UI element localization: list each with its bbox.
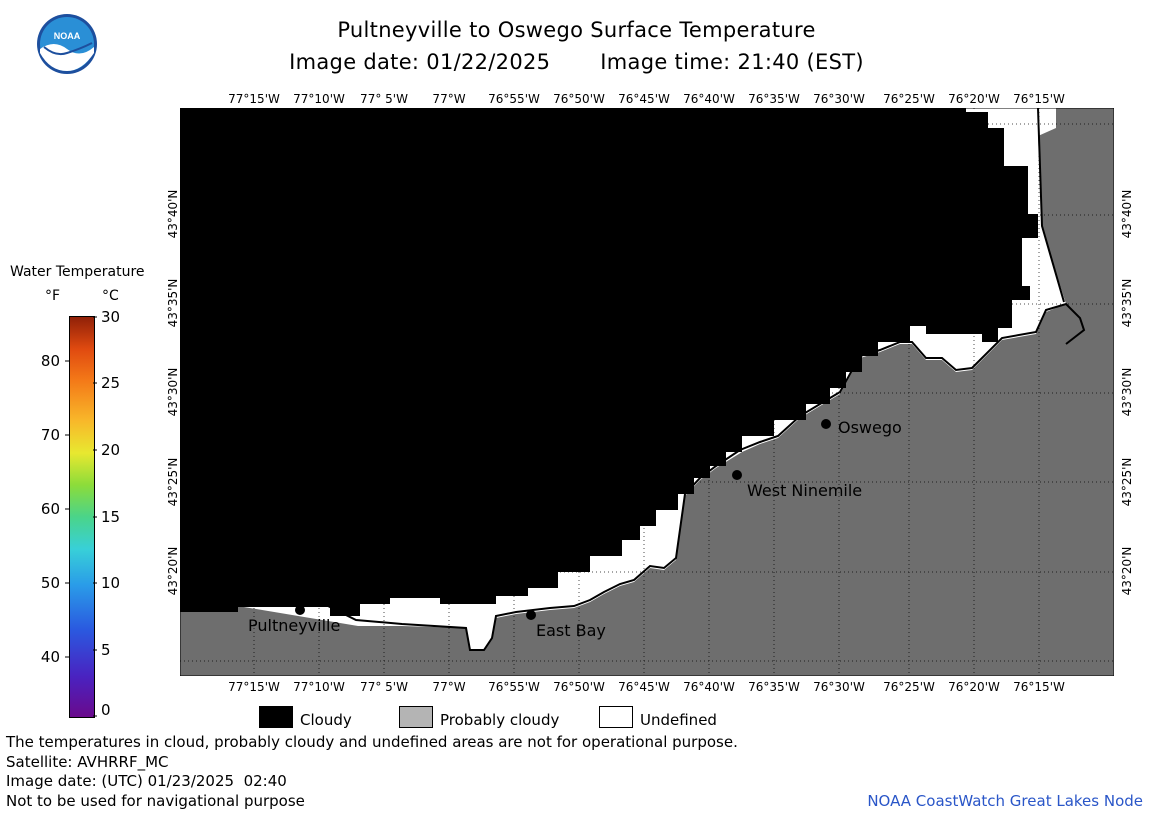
c-tick-label: 0 <box>101 701 111 719</box>
west-ninemile-marker <box>732 470 742 480</box>
legend-cloudy-label: Cloudy <box>300 711 352 729</box>
image-datetime: Image date: 01/22/2025 Image time: 21:40… <box>0 50 1153 74</box>
logo-text: NOAA <box>54 31 81 41</box>
lat-label: 43°20'N <box>1120 546 1134 596</box>
lon-label: 76°40'W <box>683 92 735 106</box>
colorbar-unit-c: °C <box>102 288 119 304</box>
lat-label: 43°30'N <box>1120 367 1134 417</box>
lon-label: 76°25'W <box>883 680 935 694</box>
lon-label: 76°40'W <box>683 680 735 694</box>
lon-label: 76°20'W <box>948 680 1000 694</box>
cloudy-area <box>180 108 1038 616</box>
lon-label: 76°30'W <box>813 680 865 694</box>
lon-label: 76°20'W <box>948 92 1000 106</box>
place-label-east-bay: East Bay <box>536 621 606 640</box>
lon-label: 76°50'W <box>553 680 605 694</box>
satellite-info: Satellite: AVHRRF_MC <box>6 753 169 771</box>
f-tick-label: 60 <box>40 500 60 518</box>
lon-label: 76°35'W <box>748 92 800 106</box>
lon-label: 76°15'W <box>1013 92 1065 106</box>
lat-label: 43°25'N <box>1120 457 1134 507</box>
map-panel <box>179 107 1115 677</box>
image-date: Image date: 01/22/2025 <box>289 50 551 74</box>
f-tick-label: 50 <box>40 574 60 592</box>
lon-label: 76°50'W <box>553 92 605 106</box>
lon-label: 77°W <box>432 680 466 694</box>
lat-label: 43°35'N <box>166 278 180 328</box>
c-tick-label: 15 <box>101 508 121 526</box>
place-label-pultneyville: Pultneyville <box>248 616 341 635</box>
lon-label: 77°W <box>432 92 466 106</box>
lon-label: 76°35'W <box>748 680 800 694</box>
lon-label: 77° 5'W <box>360 92 408 106</box>
colorbar-unit-f: °F <box>45 288 61 304</box>
lon-label: 77°15'W <box>228 92 280 106</box>
disclaimer-note: The temperatures in cloud, probably clou… <box>6 733 738 751</box>
navigation-warning: Not to be used for navigational purpose <box>6 792 305 810</box>
f-tick-label: 40 <box>40 648 60 666</box>
f-tick-label: 70 <box>40 426 60 444</box>
east-bay-marker <box>526 610 536 620</box>
lon-label: 76°55'W <box>488 92 540 106</box>
image-time: Image time: 21:40 (EST) <box>600 50 864 74</box>
lat-label: 43°20'N <box>166 546 180 596</box>
c-tick-label: 10 <box>101 574 121 592</box>
c-tick-label: 25 <box>101 374 121 392</box>
page-title: Pultneyville to Oswego Surface Temperatu… <box>337 18 816 42</box>
legend-undefined-label: Undefined <box>640 711 717 729</box>
graticule <box>180 108 1114 676</box>
place-label-west-ninemile: West Ninemile <box>747 481 863 500</box>
lon-label: 76°15'W <box>1013 680 1065 694</box>
lon-label: 77° 5'W <box>360 680 408 694</box>
c-tick-label: 5 <box>101 641 111 659</box>
lon-label: 76°45'W <box>618 92 670 106</box>
noaa-logo: NOAA <box>36 13 98 75</box>
lon-label: 77°15'W <box>228 680 280 694</box>
lon-label: 77°10'W <box>293 680 345 694</box>
lat-label: 43°40'N <box>1120 189 1134 239</box>
legend-undefined-swatch <box>599 706 633 728</box>
colorbar-ticks <box>65 316 97 717</box>
colorbar-title: Water Temperature <box>10 264 145 280</box>
lat-label: 43°35'N <box>1120 278 1134 328</box>
legend-cloudy-swatch <box>259 706 293 728</box>
oswego-marker <box>821 419 831 429</box>
credit-link[interactable]: NOAA CoastWatch Great Lakes Node <box>867 792 1143 810</box>
pultneyville-marker <box>295 605 305 615</box>
legend-probably-cloudy-label: Probably cloudy <box>440 711 560 729</box>
c-tick-label: 20 <box>101 441 121 459</box>
utc-image-date: Image date: (UTC) 01/23/2025 02:40 <box>6 772 287 790</box>
lat-label: 43°30'N <box>166 367 180 417</box>
map-svg <box>179 107 1115 677</box>
lat-label: 43°40'N <box>166 189 180 239</box>
lon-label: 76°30'W <box>813 92 865 106</box>
lon-label: 77°10'W <box>293 92 345 106</box>
lon-label: 76°45'W <box>618 680 670 694</box>
c-tick-label: 30 <box>101 308 121 326</box>
lon-label: 76°25'W <box>883 92 935 106</box>
coastline <box>179 302 1086 651</box>
f-tick-label: 80 <box>40 352 60 370</box>
place-label-oswego: Oswego <box>838 418 902 437</box>
legend-probably-cloudy-swatch <box>399 706 433 728</box>
lat-label: 43°25'N <box>166 457 180 507</box>
lon-label: 76°55'W <box>488 680 540 694</box>
